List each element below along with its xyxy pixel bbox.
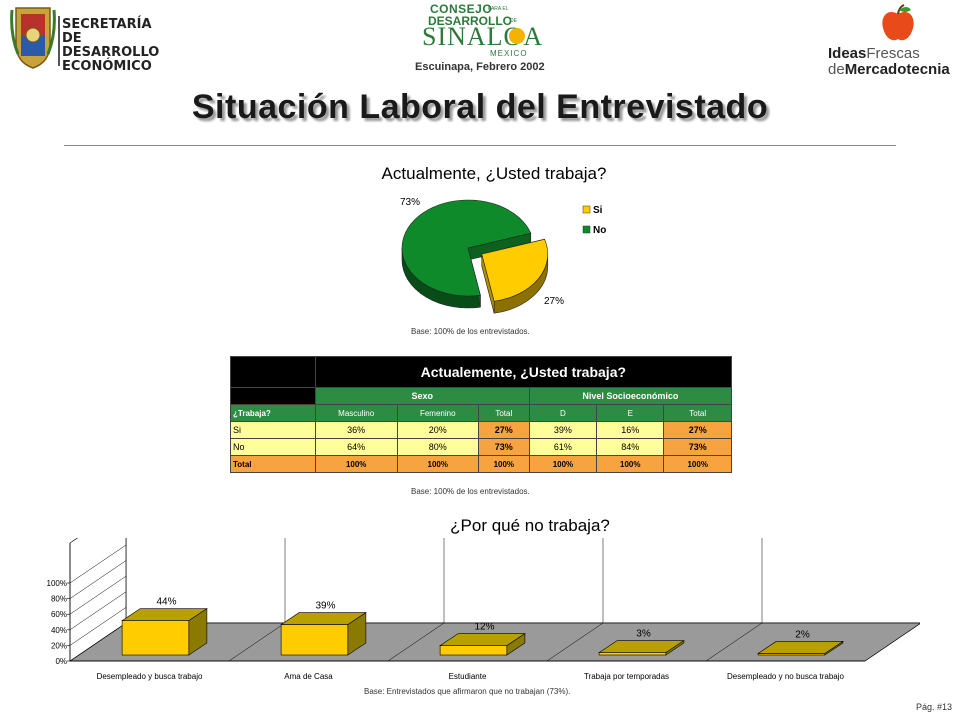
y-tick-label: 100% — [47, 579, 67, 588]
table-cell: 27% — [663, 421, 732, 439]
table-cell: 16% — [596, 421, 665, 439]
gridline — [69, 560, 127, 599]
title-rule — [64, 145, 896, 146]
column-header: E — [596, 404, 665, 422]
gridline — [69, 591, 127, 631]
pie-label-no: 73% — [400, 197, 420, 208]
row-label: No — [230, 438, 316, 456]
x-tick-label: Estudiante — [449, 672, 487, 681]
table-blank — [230, 387, 316, 405]
table-cell: 84% — [596, 438, 665, 456]
y-tick-label: 80% — [51, 595, 67, 604]
table-cell: 20% — [396, 421, 479, 439]
pie-chart-title: Actualmente, ¿Usted trabaja? — [381, 164, 607, 183]
group-header-sexo: Sexo — [314, 387, 530, 405]
table-cell: 100% — [396, 455, 479, 473]
table-title: Actualemente, ¿Usted trabaja? — [314, 356, 733, 388]
x-tick-label: Desempleado y no busca trabajo — [727, 672, 845, 681]
legend-label: No — [593, 225, 606, 236]
column-header: D — [528, 404, 598, 422]
pie-chart: 27% 73% Si No — [400, 197, 606, 314]
pie-slice-no — [401, 199, 532, 309]
table-cell: 39% — [528, 421, 598, 439]
bar-value-label: 12% — [474, 622, 494, 633]
gridline — [69, 607, 127, 646]
brand-text: IdeasFrescas deMercadotecnia — [828, 45, 950, 78]
group-header-nse: Nivel Socioeconómico — [528, 387, 733, 405]
table-cell: 61% — [528, 438, 598, 456]
table-base-note: Base: 100% de los entrevistados. — [411, 487, 530, 496]
table-cell: 100% — [663, 455, 732, 473]
pie-base-note: Base: 100% de los entrevistados. — [411, 327, 530, 336]
table-row: No 64% 80% 73% 61% 84% 73% — [230, 438, 732, 456]
logo-para-el: PARA EL — [488, 6, 509, 12]
pie-label-si: 27% — [544, 296, 564, 307]
bar-value-label: 44% — [156, 597, 176, 608]
page-title: Situación Laboral del Entrevistado — [191, 88, 769, 126]
legend-swatch — [582, 225, 591, 234]
page-number: Pág. #13 — [915, 702, 952, 712]
table-cell: 100% — [314, 455, 398, 473]
legend-swatch — [582, 205, 591, 214]
bar-2 — [439, 633, 526, 656]
column-header: Total — [663, 404, 732, 422]
table-cell: 80% — [396, 438, 479, 456]
logo-mexico: MEXICO — [490, 49, 528, 58]
bar-base-note: Base: Entrevistados que afirmaron que no… — [364, 687, 571, 696]
bar-chart-title: ¿Por qué no trabaja? — [450, 516, 610, 535]
pie-slice-si — [481, 238, 549, 314]
legend-label: Si — [593, 205, 603, 216]
bar-value-label: 2% — [795, 629, 810, 640]
bar-chart: 0% 20% 40% 60% 80% 100% 44% Desempleado y busca… — [47, 538, 920, 681]
logo-desarrollo: DESARROLLO — [428, 14, 512, 28]
bar-1 — [280, 612, 367, 656]
secretaria-logo: SECRETARÍA DE DESARROLLO ECONÓMICO — [10, 4, 160, 76]
logo-de: DE — [510, 18, 517, 24]
column-header: Total — [477, 404, 530, 422]
table-cell: 100% — [528, 455, 598, 473]
y-tick-label: 0% — [55, 657, 67, 666]
bar-value-label: 39% — [315, 601, 335, 612]
x-tick-label: Trabaja por temporadas — [584, 672, 669, 681]
y-tick-label: 40% — [51, 626, 67, 635]
bar-3 — [598, 640, 685, 656]
gridline — [69, 622, 127, 662]
table-cell: 100% — [596, 455, 665, 473]
apple-icon — [882, 4, 914, 41]
x-tick-label: Ama de Casa — [284, 672, 333, 681]
crosstab-table: Actualemente, ¿Usted trabaja? Sexo Nivel… — [230, 356, 733, 473]
logo-consejo: CONSEJO — [430, 2, 493, 16]
gridline — [69, 544, 127, 584]
table-cell: 73% — [477, 438, 530, 456]
table-cell: 100% — [477, 455, 530, 473]
table-row: Total 100% 100% 100% 100% 100% 100% — [230, 455, 732, 473]
y-tick-label: 60% — [51, 610, 67, 619]
row-label: Si — [230, 421, 316, 439]
table-corner — [230, 356, 316, 388]
column-header: Femenino — [396, 404, 479, 422]
table-row: Si 36% 20% 27% 39% 16% 27% — [230, 421, 732, 439]
table-cell: 73% — [663, 438, 732, 456]
bar-0 — [121, 608, 208, 656]
table-cell: 27% — [477, 421, 530, 439]
location-date: Escuinapa, Febrero 2002 — [415, 61, 545, 73]
state-seal-icon — [10, 7, 56, 69]
row-label: Total — [230, 455, 316, 473]
sun-icon — [509, 28, 525, 44]
bar-value-label: 3% — [636, 629, 651, 640]
ideas-frescas-logo: IdeasFrescas deMercadotecnia — [828, 4, 958, 78]
y-tick-label: 20% — [51, 641, 67, 650]
logo-divider — [58, 16, 60, 66]
secretaria-text: SECRETARÍA DE DESARROLLO ECONÓMICO — [62, 17, 160, 74]
column-header: Masculino — [314, 404, 398, 422]
x-tick-label: Desempleado y busca trabajo — [97, 672, 203, 681]
table-cell: 64% — [314, 438, 398, 456]
table-cell: 36% — [314, 421, 398, 439]
consejo-sinaloa-logo: CONSEJO PARA EL DESARROLLO DE SINALOA ME… — [418, 2, 548, 72]
gridline — [69, 575, 127, 615]
bar-4 — [757, 640, 844, 656]
row-header: ¿Trabaja? — [230, 404, 316, 422]
